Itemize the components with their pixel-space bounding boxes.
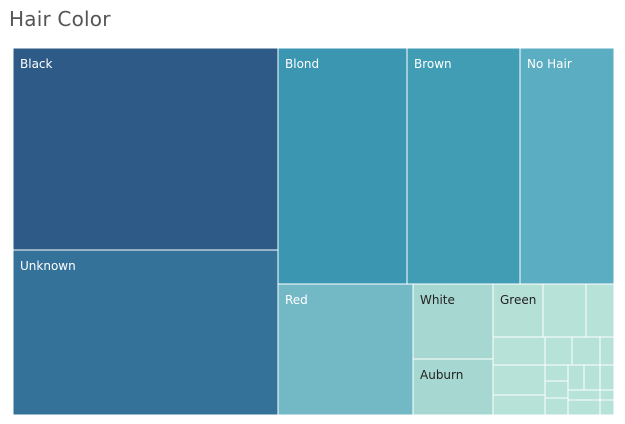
treemap-cell-small-3[interactable] [492,336,546,366]
treemap-label-auburn: Auburn [420,368,463,382]
treemap-cell-small-7[interactable] [492,364,546,396]
treemap-cell-small-18[interactable] [599,399,615,416]
treemap-cell-unknown[interactable] [12,249,279,416]
treemap-cell-small-17[interactable] [567,399,601,416]
treemap-cell-small-5[interactable] [571,336,601,366]
treemap-cell-black[interactable] [12,47,279,251]
treemap-cell-no-hair[interactable] [519,47,615,285]
treemap-cell-small-6[interactable] [599,336,615,366]
treemap-cell-blond[interactable] [277,47,408,285]
treemap-label-brown: Brown [414,57,452,71]
treemap-cell-small-16[interactable] [544,397,569,416]
treemap-cell-auburn[interactable] [412,358,494,416]
treemap-cell-small-2[interactable] [585,283,615,338]
treemap-label-green: Green [500,293,536,307]
treemap-label-unknown: Unknown [20,259,76,273]
treemap-cell-small-1[interactable] [542,283,587,338]
treemap-cell-small-11[interactable] [599,364,615,391]
treemap-cell-small-4[interactable] [544,336,573,366]
treemap-cell-small-10[interactable] [583,364,601,391]
treemap-cell-white[interactable] [412,283,494,360]
treemap-label-blond: Blond [285,57,319,71]
treemap-cell-red[interactable] [277,283,414,416]
treemap-label-white: White [420,293,455,307]
treemap-cell-small-15[interactable] [492,394,546,416]
treemap-cell-small-13[interactable] [567,389,601,401]
treemap-cell-brown[interactable] [406,47,521,285]
treemap-label-no-hair: No Hair [527,57,572,71]
treemap-cell-green[interactable] [492,283,544,338]
treemap-label-red: Red [285,293,308,307]
treemap-cell-small-12[interactable] [544,380,569,399]
treemap-label-black: Black [20,57,53,71]
treemap-cell-small-9[interactable] [567,364,585,391]
treemap-cell-small-8[interactable] [544,364,569,382]
chart-title: Hair Color [9,7,111,31]
treemap-cell-small-14[interactable] [599,389,615,401]
